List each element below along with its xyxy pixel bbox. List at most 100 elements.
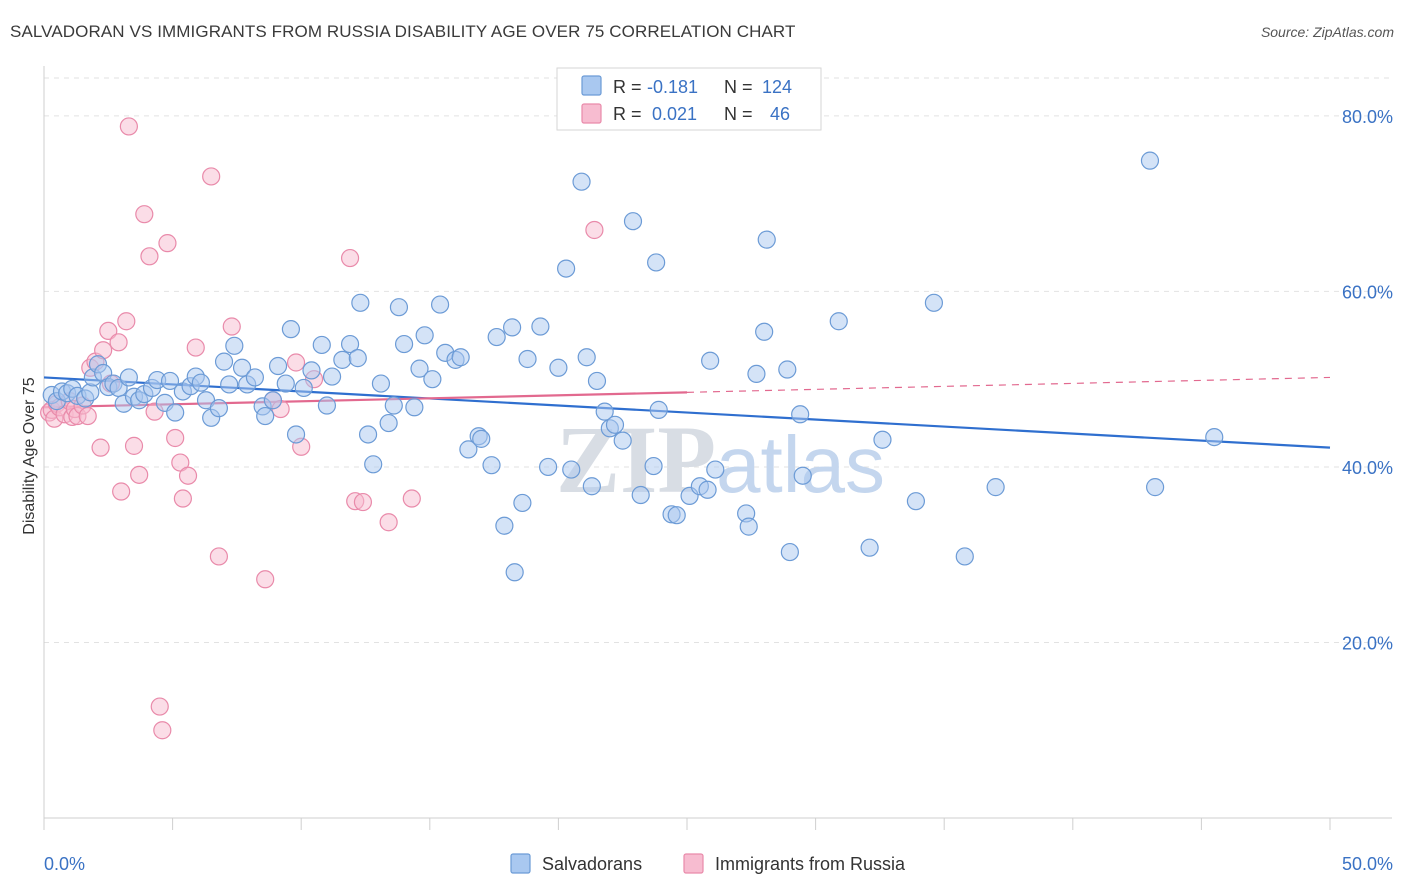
data-point [158, 234, 177, 253]
data-point [755, 322, 774, 341]
bottom-legend-label-salvadorans: Salvadorans [542, 854, 642, 874]
data-point [153, 721, 172, 740]
data-point [647, 253, 666, 272]
legend-r-value: -0.181 [647, 77, 698, 97]
data-point [232, 358, 252, 377]
data-point [112, 482, 131, 501]
data-point [286, 353, 306, 372]
data-point [78, 406, 97, 426]
data-point [698, 480, 717, 499]
y-tick-labels: 20.0% 40.0% 60.0% 80.0% [1342, 107, 1393, 654]
data-point [747, 364, 766, 384]
series-salvadorans [42, 151, 1224, 582]
data-point [130, 465, 149, 484]
y-tick-label: 40.0% [1342, 458, 1393, 478]
data-point [91, 438, 110, 457]
correlation-legend: R = -0.181 N = 124 R = 0.021 N = 46 [556, 67, 822, 131]
data-point [482, 456, 501, 475]
legend-n-label: N = [724, 77, 753, 97]
bottom-legend-label-russia: Immigrants from Russia [715, 854, 906, 874]
data-point [402, 489, 421, 508]
y-tick-label: 80.0% [1342, 107, 1393, 127]
data-point [214, 352, 234, 371]
data-point [256, 570, 275, 589]
data-point [222, 317, 241, 336]
data-point [513, 493, 532, 513]
data-point [124, 436, 144, 455]
y-tick-label: 20.0% [1342, 633, 1393, 653]
data-point [225, 336, 244, 355]
data-point [384, 396, 403, 415]
data-point [340, 334, 360, 354]
data-point [613, 431, 632, 450]
data-point [924, 293, 944, 312]
legend-r-label: R = [613, 104, 642, 124]
data-point [371, 374, 391, 393]
data-point [268, 356, 288, 376]
data-point [415, 326, 434, 345]
legend-r-label: R = [613, 77, 642, 97]
data-point [379, 413, 398, 433]
data-point [281, 320, 301, 339]
data-point [487, 327, 506, 347]
data-point [577, 348, 596, 367]
data-points [40, 117, 1224, 740]
y-axis-label: Disability Age Over 75 [21, 377, 38, 535]
legend-n-label: N = [724, 104, 753, 124]
bottom-legend-swatch-salvadorans [510, 853, 531, 874]
data-point [263, 391, 283, 410]
series-immigrants-from-russia [40, 117, 604, 740]
trend-line [43, 376, 1331, 449]
data-point [389, 298, 409, 317]
data-point [539, 457, 558, 477]
data-point [605, 415, 625, 434]
data-point [166, 403, 185, 422]
data-point [585, 220, 604, 240]
data-point [739, 517, 758, 536]
data-point [81, 383, 100, 402]
data-point [649, 400, 668, 419]
data-point [99, 321, 118, 341]
data-point [829, 312, 848, 331]
data-point [531, 317, 550, 336]
data-point [173, 489, 192, 508]
data-point [317, 396, 337, 415]
data-point [178, 466, 198, 485]
data-point [135, 205, 154, 224]
data-point [562, 460, 581, 479]
data-point [405, 398, 424, 417]
legend-n-value: 124 [762, 77, 792, 97]
data-point [109, 333, 128, 352]
data-point [860, 538, 879, 557]
data-point [518, 349, 537, 369]
data-point [430, 295, 450, 314]
legend-n-value: 46 [770, 104, 790, 124]
legend-row-russia: R = 0.021 N = 46 [581, 103, 790, 124]
data-point [495, 516, 514, 535]
data-point [706, 460, 725, 479]
data-point [276, 374, 295, 393]
data-point [166, 428, 185, 448]
legend-row-salvadorans: R = -0.181 N = 124 [581, 75, 792, 97]
data-point [160, 371, 180, 391]
data-point [549, 358, 568, 377]
data-point [119, 117, 138, 136]
data-point [459, 440, 478, 459]
data-point [119, 368, 138, 387]
data-point [572, 172, 591, 191]
data-point [245, 368, 265, 387]
data-point [505, 563, 524, 582]
data-point [220, 375, 239, 394]
trend-line-extension [686, 376, 1331, 393]
axes [43, 66, 1392, 830]
x-tick-labels: 0.0% 50.0% [44, 854, 1393, 874]
x-tick-label-max: 50.0% [1342, 854, 1393, 874]
data-point [595, 402, 614, 421]
data-point [286, 425, 306, 444]
data-point [302, 361, 321, 380]
data-point [140, 247, 159, 266]
data-point [150, 697, 169, 716]
data-point [778, 360, 797, 379]
bottom-legend-swatch-russia [683, 853, 704, 874]
data-point [644, 456, 663, 476]
